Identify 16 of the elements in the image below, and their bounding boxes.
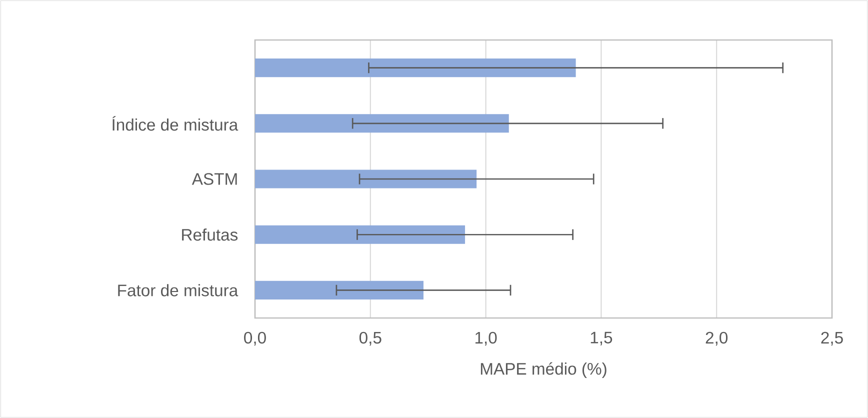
bar [255,114,509,133]
x-tick-label: 1,5 [590,332,612,346]
x-axis-title: MAPE médio (%) [480,362,606,378]
x-tick-label: 1,0 [475,332,497,346]
x-tick-label: 0,5 [359,332,382,346]
bar [255,170,477,188]
bar [255,58,576,78]
x-tick-label: 2,5 [821,332,843,346]
bar [255,280,424,300]
y-tick-label: Índice de mistura [112,116,238,131]
x-tick-label: 2,0 [706,332,728,346]
y-tick-label: ASTM [192,173,237,185]
y-tick-label: Refutas [182,228,238,241]
bar [255,225,466,244]
x-tick-label: 0,0 [244,332,266,346]
y-tick-label: Fator de mistura [118,284,238,296]
